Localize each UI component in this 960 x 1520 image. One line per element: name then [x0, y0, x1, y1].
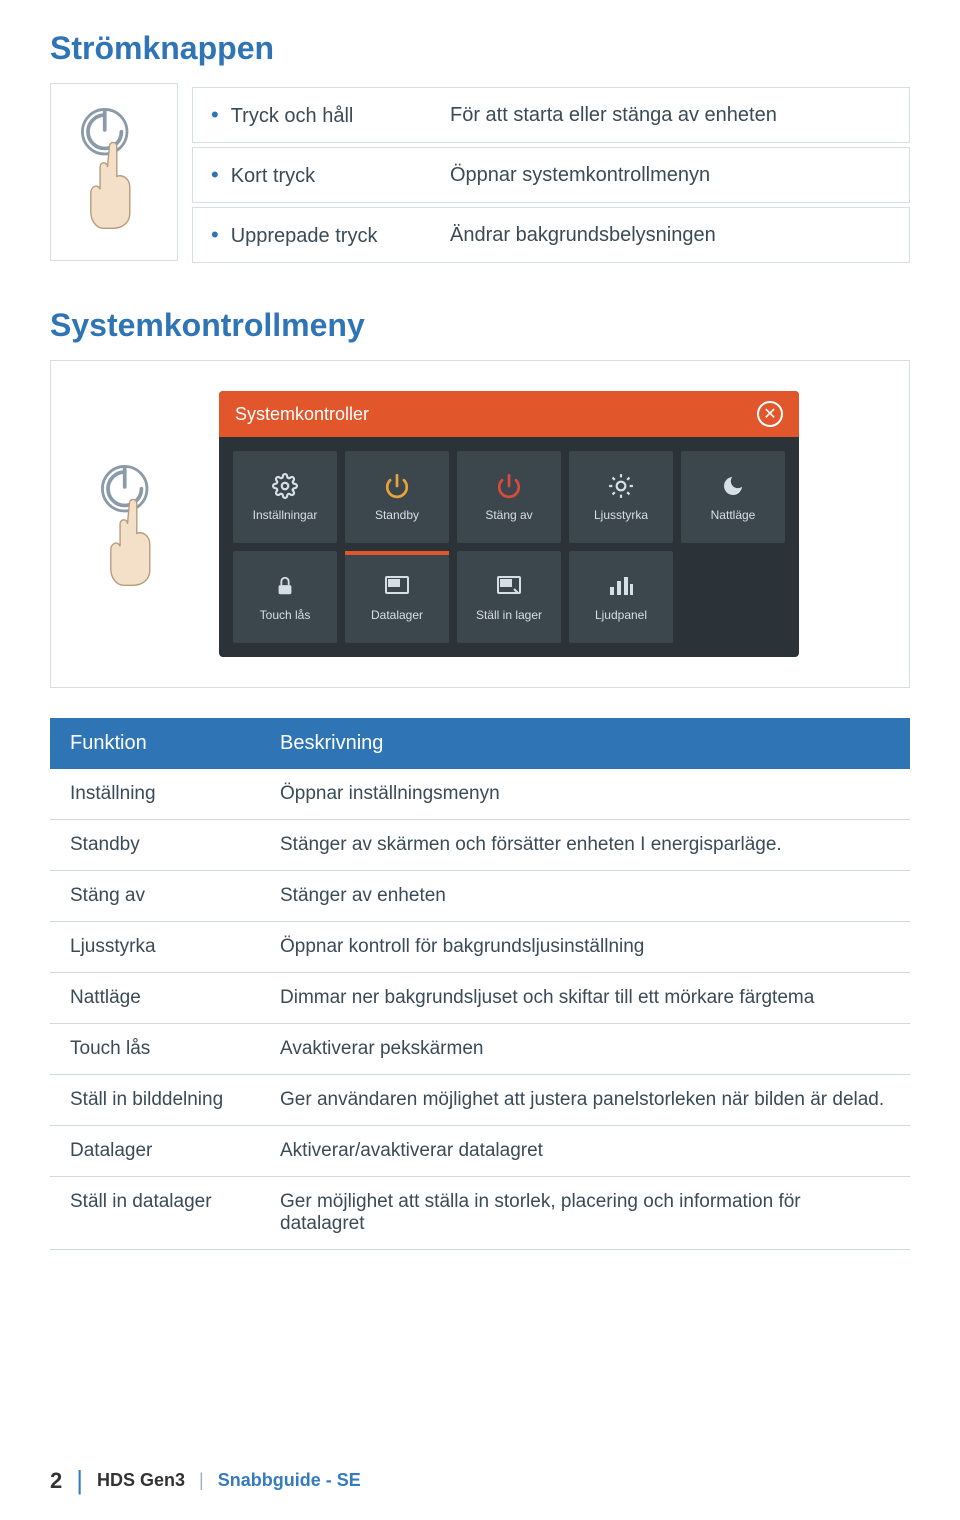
table-row: DatalagerAktiverar/avaktiverar datalagre…	[50, 1126, 910, 1177]
layer-settings-icon	[496, 572, 522, 600]
tile-settings[interactable]: Inställningar	[233, 451, 337, 543]
action-label: Upprepade tryck	[192, 207, 432, 263]
tile-nightmode[interactable]: Nattläge	[681, 451, 785, 543]
power-button-table: Tryck och håll För att starta eller stän…	[50, 83, 910, 267]
tile-label: Touch lås	[260, 608, 311, 622]
tile-label: Ljusstyrka	[594, 508, 648, 522]
col-function: Funktion	[50, 718, 260, 769]
table-row: Ställ in datalagerGer möjlighet att stäl…	[50, 1177, 910, 1250]
tile-datalayer[interactable]: Datalager	[345, 551, 449, 643]
tile-label: Ställ in lager	[476, 608, 542, 622]
panel-tile-grid: Inställningar Standby Stäng av	[219, 437, 799, 657]
bars-icon	[608, 572, 634, 600]
col-description: Beskrivning	[260, 718, 910, 769]
page-footer: 2 | HDS Gen3 | Snabbguide - SE	[50, 1465, 361, 1496]
tile-label: Inställningar	[253, 508, 318, 522]
section2-title: Systemkontrollmeny	[50, 307, 910, 344]
func-name: Stäng av	[50, 871, 260, 922]
action-desc: Öppnar systemkontrollmenyn	[432, 147, 910, 203]
tile-label: Datalager	[371, 608, 423, 622]
func-desc: Ger användaren möjlighet att justera pan…	[260, 1075, 910, 1126]
power-button-illustration	[50, 83, 178, 261]
func-desc: Ger möjlighet att ställa in storlek, pla…	[260, 1177, 910, 1250]
page-number: 2	[50, 1468, 62, 1494]
tile-brightness[interactable]: Ljusstyrka	[569, 451, 673, 543]
footer-sub: Snabbguide - SE	[218, 1470, 361, 1491]
panel-header: Systemkontroller ✕	[219, 391, 799, 437]
layer-icon	[384, 572, 410, 600]
func-desc: Stänger av skärmen och försätter enheten…	[260, 820, 910, 871]
tile-standby[interactable]: Standby	[345, 451, 449, 543]
action-label: Kort tryck	[192, 147, 432, 203]
power-icon	[384, 472, 410, 500]
footer-brand: HDS Gen3	[97, 1470, 185, 1491]
action-desc: Ändrar bakgrundsbelysningen	[432, 207, 910, 263]
action-label: Tryck och håll	[192, 87, 432, 143]
tile-poweroff[interactable]: Stäng av	[457, 451, 561, 543]
func-desc: Avaktiverar pekskärmen	[260, 1024, 910, 1075]
table-row: InställningÖppnar inställningsmenyn	[50, 769, 910, 820]
func-desc: Öppnar kontroll för bakgrundsljusinställ…	[260, 922, 910, 973]
tile-label: Standby	[375, 508, 419, 522]
tile-label: Stäng av	[485, 508, 532, 522]
table-row: Kort tryck Öppnar systemkontrollmenyn	[192, 147, 910, 203]
power-hand-icon	[89, 459, 179, 589]
table-row: Stäng avStänger av enheten	[50, 871, 910, 922]
hand-press-illustration	[79, 459, 189, 589]
power-actions-table: Tryck och håll För att starta eller stän…	[192, 83, 910, 267]
func-name: Standby	[50, 820, 260, 871]
tile-label: Nattläge	[711, 508, 756, 522]
close-icon[interactable]: ✕	[757, 401, 783, 427]
footer-divider: |	[76, 1465, 83, 1496]
func-name: Nattläge	[50, 973, 260, 1024]
table-row: Touch låsAvaktiverar pekskärmen	[50, 1024, 910, 1075]
tile-setlayer[interactable]: Ställ in lager	[457, 551, 561, 643]
power-icon	[496, 472, 522, 500]
table-row: NattlägeDimmar ner bakgrundsljuset och s…	[50, 973, 910, 1024]
sun-icon	[608, 472, 634, 500]
func-desc: Öppnar inställningsmenyn	[260, 769, 910, 820]
system-control-panel: Systemkontroller ✕ Inställningar Standby	[219, 391, 799, 657]
func-name: Datalager	[50, 1126, 260, 1177]
func-name: Touch lås	[50, 1024, 260, 1075]
table-row: StandbyStänger av skärmen och försätter …	[50, 820, 910, 871]
function-description-table: Funktion Beskrivning InställningÖppnar i…	[50, 718, 910, 1250]
func-desc: Dimmar ner bakgrundsljuset och skiftar t…	[260, 973, 910, 1024]
action-desc: För att starta eller stänga av enheten	[432, 87, 910, 143]
table-header-row: Funktion Beskrivning	[50, 718, 910, 769]
panel-title: Systemkontroller	[235, 404, 369, 425]
moon-icon	[721, 472, 745, 500]
tile-label: Ljudpanel	[595, 608, 647, 622]
footer-sep: |	[199, 1470, 204, 1491]
power-hand-icon	[69, 102, 159, 232]
system-control-wrapper: Systemkontroller ✕ Inställningar Standby	[50, 360, 910, 688]
tile-touchlock[interactable]: Touch lås	[233, 551, 337, 643]
section1-title: Strömknappen	[50, 30, 910, 67]
table-row: LjusstyrkaÖppnar kontroll för bakgrundsl…	[50, 922, 910, 973]
gear-icon	[272, 472, 298, 500]
table-row: Upprepade tryck Ändrar bakgrundsbelysnin…	[192, 207, 910, 263]
func-name: Ställ in datalager	[50, 1177, 260, 1250]
func-desc: Stänger av enheten	[260, 871, 910, 922]
table-row: Tryck och håll För att starta eller stän…	[192, 87, 910, 143]
lock-icon	[274, 572, 296, 600]
func-name: Ljusstyrka	[50, 922, 260, 973]
func-desc: Aktiverar/avaktiverar datalagret	[260, 1126, 910, 1177]
tile-audiopanel[interactable]: Ljudpanel	[569, 551, 673, 643]
func-name: Ställ in bilddelning	[50, 1075, 260, 1126]
func-name: Inställning	[50, 769, 260, 820]
table-row: Ställ in bilddelningGer användaren möjli…	[50, 1075, 910, 1126]
